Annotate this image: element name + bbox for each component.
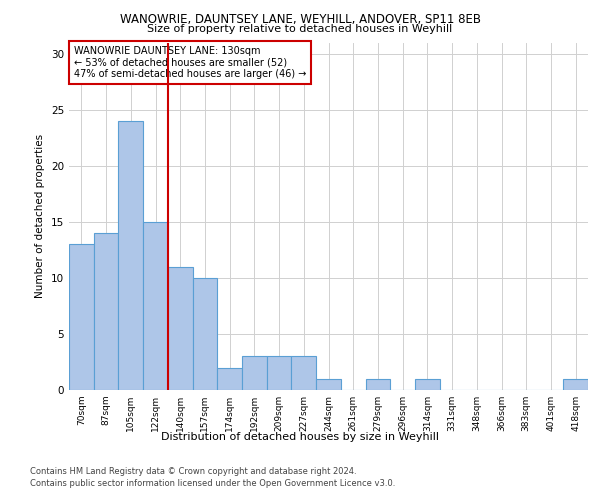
Bar: [316, 379, 341, 390]
Text: Contains HM Land Registry data © Crown copyright and database right 2024.: Contains HM Land Registry data © Crown c…: [30, 468, 356, 476]
Bar: [267, 356, 292, 390]
Bar: [415, 379, 440, 390]
Bar: [94, 233, 118, 390]
Bar: [69, 244, 94, 390]
Y-axis label: Number of detached properties: Number of detached properties: [35, 134, 46, 298]
Bar: [563, 379, 588, 390]
Bar: [217, 368, 242, 390]
Text: Size of property relative to detached houses in Weyhill: Size of property relative to detached ho…: [148, 24, 452, 34]
Bar: [242, 356, 267, 390]
Bar: [118, 121, 143, 390]
Bar: [193, 278, 217, 390]
Bar: [143, 222, 168, 390]
Text: WANOWRIE, DAUNTSEY LANE, WEYHILL, ANDOVER, SP11 8EB: WANOWRIE, DAUNTSEY LANE, WEYHILL, ANDOVE…: [119, 12, 481, 26]
Bar: [365, 379, 390, 390]
Bar: [292, 356, 316, 390]
Text: Distribution of detached houses by size in Weyhill: Distribution of detached houses by size …: [161, 432, 439, 442]
Bar: [168, 266, 193, 390]
Text: WANOWRIE DAUNTSEY LANE: 130sqm
← 53% of detached houses are smaller (52)
47% of : WANOWRIE DAUNTSEY LANE: 130sqm ← 53% of …: [74, 46, 307, 79]
Text: Contains public sector information licensed under the Open Government Licence v3: Contains public sector information licen…: [30, 479, 395, 488]
